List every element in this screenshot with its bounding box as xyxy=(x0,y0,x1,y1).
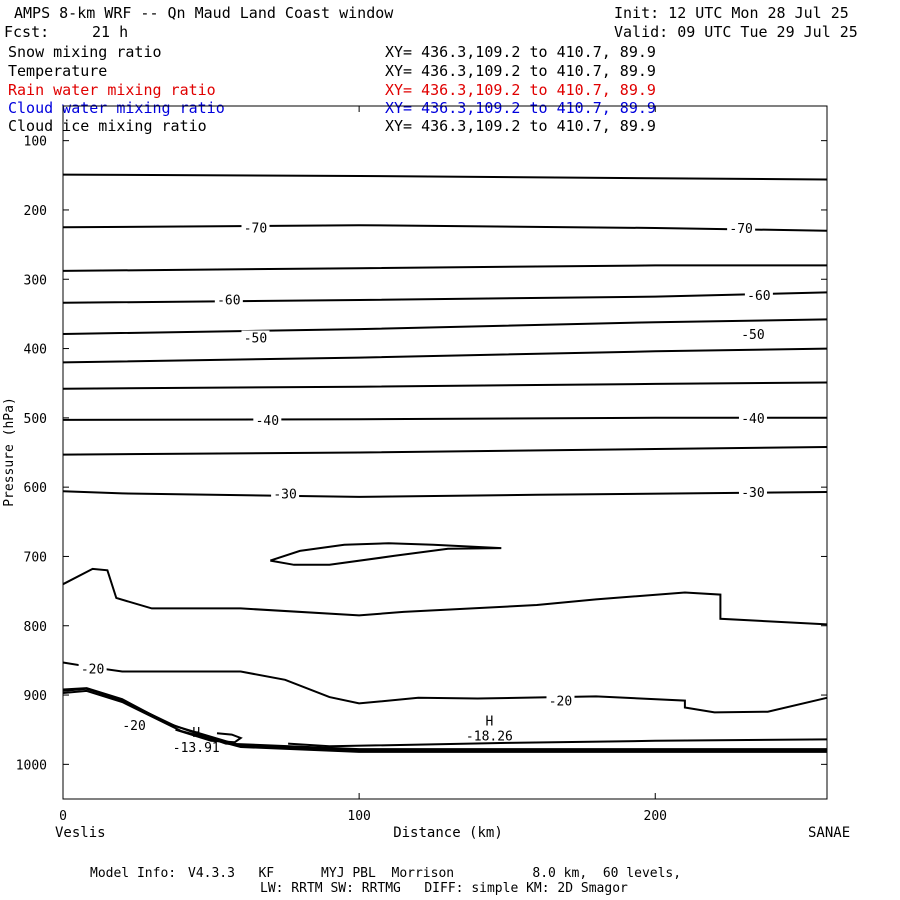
left-endpoint-label: Veslis xyxy=(55,825,106,841)
contour-line xyxy=(62,567,828,626)
contour-label: -20 xyxy=(122,719,145,734)
field-xy: XY= 436.3,109.2 to 410.7, 89.9 xyxy=(385,99,656,117)
contour-label: -50 xyxy=(741,328,764,343)
contour-label-bg xyxy=(738,485,767,500)
field-name: Snow mixing ratio xyxy=(8,43,162,61)
x-tick-label: 100 xyxy=(347,809,370,824)
contour-line xyxy=(288,738,828,748)
field-name: Cloud water mixing ratio xyxy=(8,99,225,117)
contour-line xyxy=(62,416,827,421)
contour-label-bg xyxy=(546,693,575,708)
contour-label: -30 xyxy=(273,487,296,502)
field-name: Cloud ice mixing ratio xyxy=(8,117,207,135)
field-xy: XY= 436.3,109.2 to 410.7, 89.9 xyxy=(385,117,656,135)
field-xy: XY= 436.3,109.2 to 410.7, 89.9 xyxy=(385,62,656,80)
y-axis-label: Pressure (hPa) xyxy=(2,397,17,507)
contour-label: -40 xyxy=(741,412,764,427)
y-tick-label: 200 xyxy=(24,204,47,219)
y-axis: 100 200 300 400 500 600 700 800 900 1000 xyxy=(16,135,827,773)
contour-label: -70 xyxy=(729,222,752,237)
plot-frame xyxy=(62,105,828,800)
y-tick-label: 900 xyxy=(24,689,47,704)
contour-label: -50 xyxy=(244,331,267,346)
valid-time: Valid: 09 UTC Tue 29 Jul 25 xyxy=(614,23,858,41)
y-tick-label: 600 xyxy=(24,481,47,496)
contour-line xyxy=(62,661,828,714)
extremum-marker: H xyxy=(486,715,494,730)
field-xy: XY= 436.3,109.2 to 410.7, 89.9 xyxy=(385,43,656,61)
extremum-marker: H xyxy=(192,726,200,741)
contour-label: -30 xyxy=(741,486,764,501)
chart-title: AMPS 8-km WRF -- Qn Maud Land Coast wind… xyxy=(14,4,394,22)
contour-label: -40 xyxy=(256,414,279,429)
x-axis: 0 100 200 xyxy=(59,106,667,824)
forecast-hour: 21 h xyxy=(92,23,129,41)
model-info-label: Model Info: xyxy=(90,866,177,881)
contour-line xyxy=(62,347,828,364)
contour-line xyxy=(62,173,828,181)
contour-line xyxy=(175,728,243,744)
contour-line xyxy=(62,291,828,304)
contour-label-bg xyxy=(727,220,756,235)
contour-line xyxy=(62,264,827,272)
x-tick-label: 200 xyxy=(644,809,667,824)
extremum-value: -13.91 xyxy=(173,741,220,756)
contour-line xyxy=(62,490,828,498)
contour-label-bg xyxy=(214,292,243,307)
contour-label-bg xyxy=(78,661,107,676)
contour-label-bg xyxy=(241,220,270,235)
y-tick-label: 100 xyxy=(24,135,47,150)
contour-line xyxy=(269,542,502,566)
contour-line xyxy=(62,224,828,232)
x-axis-label: Distance (km) xyxy=(393,825,503,841)
x-tick-label: 0 xyxy=(59,809,67,824)
field-xy: XY= 436.3,109.2 to 410.7, 89.9 xyxy=(385,81,656,99)
y-tick-label: 1000 xyxy=(16,758,47,773)
field-name: Temperature xyxy=(8,62,108,80)
contour-label: -20 xyxy=(549,695,572,710)
contour-label-bg xyxy=(738,326,767,341)
contour-label-bg xyxy=(241,330,270,345)
contour-line xyxy=(62,381,828,390)
contour-label-bg xyxy=(271,486,300,501)
contour-label-bg xyxy=(744,288,773,303)
y-tick-label: 300 xyxy=(24,273,47,288)
contour-line xyxy=(62,446,828,456)
right-endpoint-label: SANAE xyxy=(808,825,850,841)
y-tick-label: 500 xyxy=(24,412,47,427)
model-info-physics: LW: RRTM SW: RRTMG DIFF: simple KM: 2D S… xyxy=(260,881,628,896)
contour-label: -60 xyxy=(217,293,240,308)
contour-line xyxy=(62,687,827,752)
contour-label: -60 xyxy=(747,289,770,304)
forecast-label: Fcst: xyxy=(4,23,50,41)
contour-label: -20 xyxy=(81,663,104,678)
contour-label: -70 xyxy=(244,221,267,236)
contour-label-bg xyxy=(120,717,149,732)
contour-label-bg xyxy=(253,412,282,427)
extremum-value: -18.26 xyxy=(466,730,513,745)
contour-label-bg xyxy=(738,410,767,425)
y-tick-label: 700 xyxy=(24,550,47,565)
field-name: Rain water mixing ratio xyxy=(8,81,216,99)
init-time: Init: 12 UTC Mon 28 Jul 25 xyxy=(614,4,849,22)
y-tick-label: 400 xyxy=(24,343,47,358)
y-tick-label: 800 xyxy=(24,620,47,635)
contour-line xyxy=(62,318,828,335)
contour-lines xyxy=(62,173,828,753)
model-info: V4.3.3 KF MYJ PBL Morrison 8.0 km, 60 le… xyxy=(188,866,682,881)
contour-labels: -70 -70 -60 -60 -50 -50 -40 -40 -30 -30 -20 -20 -20 H… xyxy=(78,220,773,756)
